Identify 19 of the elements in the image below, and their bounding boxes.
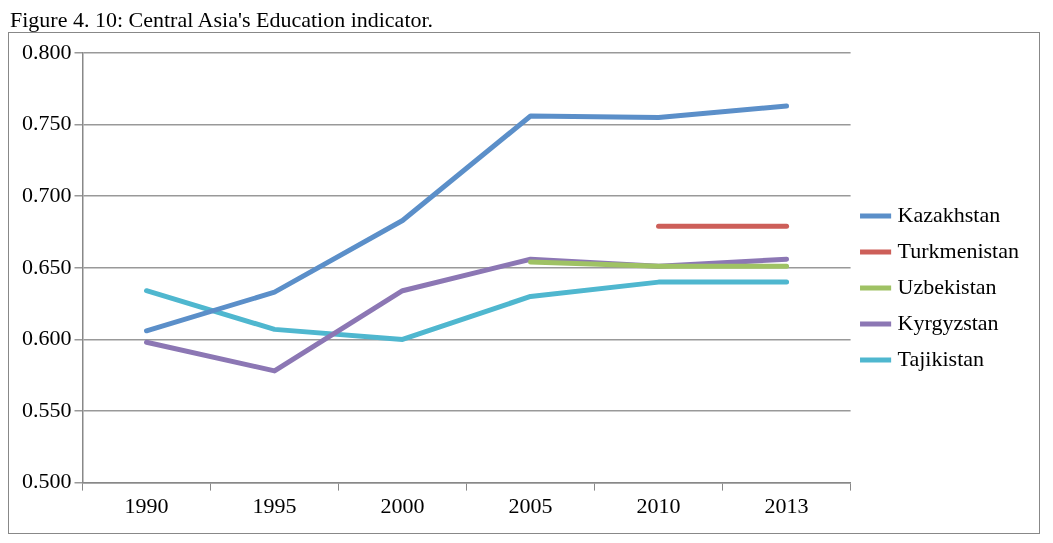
y-tick-label: 0.750: [22, 110, 72, 136]
y-tick-label: 0.550: [22, 396, 72, 422]
x-tick-label: 1995: [252, 492, 297, 518]
y-tick-label: 0.500: [22, 468, 72, 494]
x-tick-label: 2000: [380, 492, 425, 518]
x-tick-label: 2013: [764, 492, 809, 518]
legend-label: Kazakhstan: [897, 201, 1001, 227]
x-tick-label: 2005: [508, 492, 553, 518]
chart-title: Figure 4. 10: Central Asia's Education indicator.: [10, 7, 435, 32]
legend-label: Tajikistan: [897, 345, 985, 371]
x-tick-label: 2010: [636, 492, 681, 518]
y-tick-label: 0.600: [22, 325, 72, 351]
x-tick-label: 1990: [124, 492, 169, 518]
y-tick-label: 0.800: [22, 38, 72, 64]
legend-label: Turkmenistan: [897, 237, 1019, 263]
legend-label: Kyrgyzstan: [897, 309, 999, 335]
y-tick-label: 0.700: [22, 181, 72, 207]
legend-label: Uzbekistan: [897, 273, 997, 299]
y-tick-label: 0.650: [22, 253, 72, 279]
